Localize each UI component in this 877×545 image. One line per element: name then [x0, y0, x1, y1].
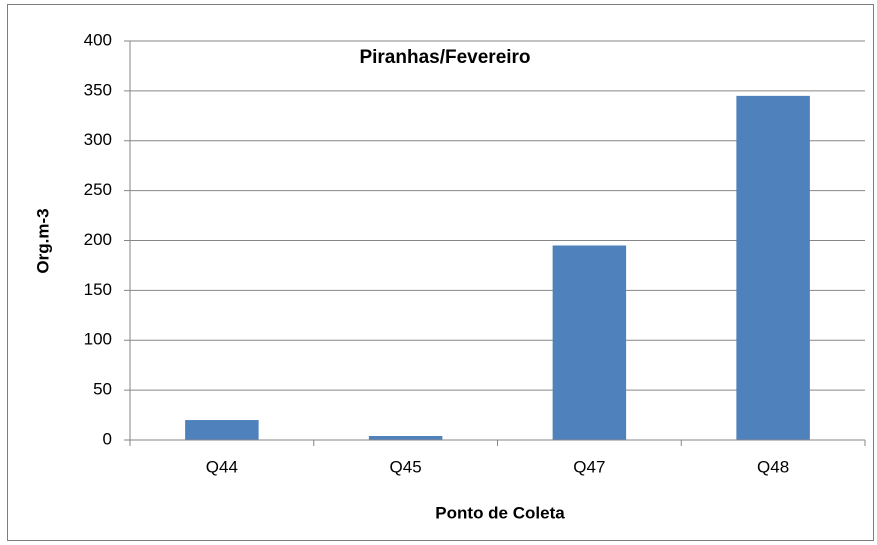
y-tick-label: 0	[103, 429, 112, 448]
y-axis-label: Org.m-3	[33, 208, 52, 273]
y-tick-label: 100	[84, 330, 112, 349]
bar	[368, 436, 443, 440]
x-axis-label: Ponto de Coleta	[435, 503, 565, 522]
x-tick-label: Q45	[390, 457, 422, 476]
y-tick-label: 400	[84, 30, 112, 49]
chart-border	[7, 4, 874, 541]
x-tick-label: Q47	[573, 457, 605, 476]
bar	[552, 245, 627, 440]
y-tick-label: 300	[84, 130, 112, 149]
bar	[185, 420, 259, 440]
y-tick-label: 350	[84, 80, 112, 99]
x-tick-label: Q44	[206, 457, 238, 476]
bar	[736, 95, 810, 441]
chart-title: Piranhas/Fevereiro	[359, 47, 530, 68]
y-tick-label: 50	[93, 380, 112, 399]
y-tick-label: 150	[84, 280, 112, 299]
x-tick-label: Q48	[757, 457, 789, 476]
y-tick-label: 250	[84, 180, 112, 199]
y-tick-label: 200	[84, 230, 112, 249]
